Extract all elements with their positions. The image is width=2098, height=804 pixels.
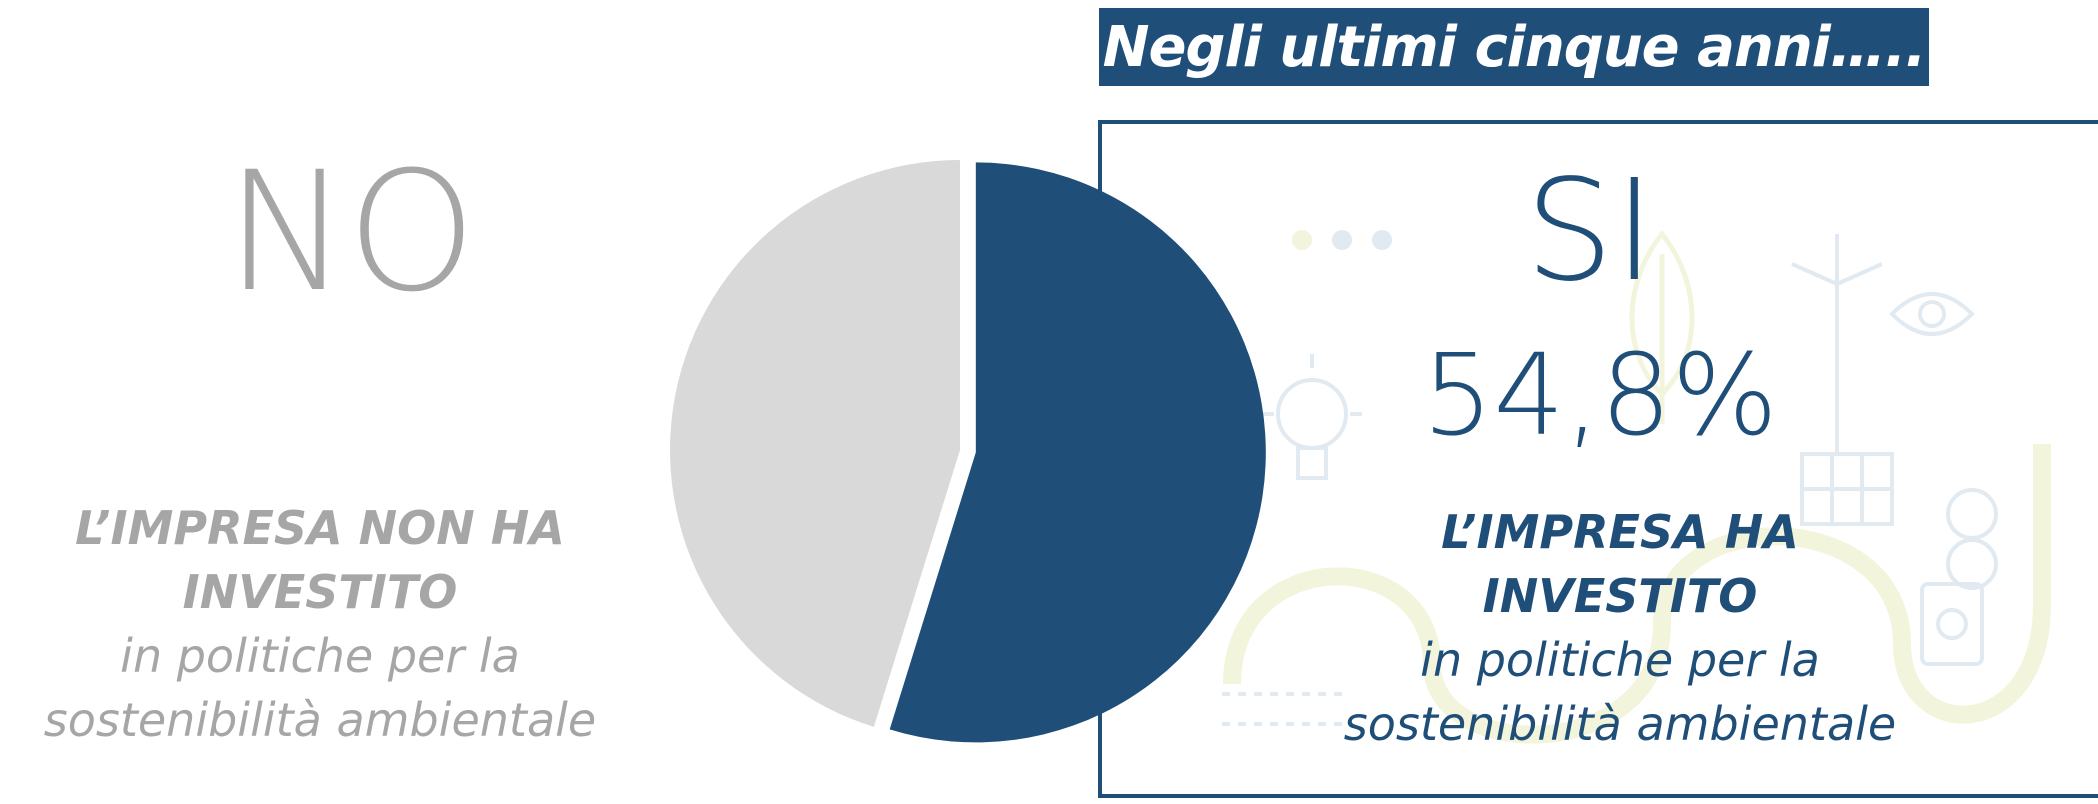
eye-icon — [1889, 292, 1975, 336]
no-caption-strong-line1: L’IMPRESA NON HA — [75, 501, 565, 555]
header-title: Negli ultimi cinque anni….. — [1102, 14, 1927, 80]
recycle-icon — [1920, 582, 1984, 666]
winding-path — [1223, 444, 2051, 744]
si-caption-strong-line2: INVESTITO — [1482, 569, 1758, 623]
dot-icon — [1372, 230, 1392, 250]
no-caption-strong-line2: INVESTITO — [182, 565, 458, 619]
lightbulb-icon — [1262, 354, 1362, 480]
no-caption-line2: sostenibilità ambientale — [43, 693, 597, 747]
no-caption-line1: in politiche per la — [120, 629, 520, 683]
leaf-icon — [1629, 229, 1695, 424]
sustainability-illustration — [1222, 229, 2051, 744]
dot-icon — [1292, 230, 1312, 250]
header-bar: Negli ultimi cinque anni….. — [1099, 8, 1929, 86]
dashed-lines — [1222, 692, 1342, 726]
dot-icon — [1332, 230, 1352, 250]
si-caption-line1: in politiche per la — [1420, 633, 1820, 687]
si-label: SI — [1524, 150, 1656, 313]
solar-panel-icon — [1800, 452, 1894, 526]
pie-slice-no — [670, 159, 960, 727]
no-label: NO — [225, 136, 476, 328]
wind-turbine-icon — [1791, 234, 1883, 454]
si-value-label: 54,8% — [1422, 331, 1778, 461]
pie-chart — [670, 159, 1266, 743]
no-caption: L’IMPRESA NON HA INVESTITO in politiche … — [0, 496, 640, 752]
si-caption: L’IMPRESA HA INVESTITO in politiche per … — [1290, 500, 1950, 756]
si-caption-line2: sostenibilità ambientale — [1343, 697, 1897, 751]
bicycle-icon — [1946, 488, 1998, 590]
pie-slice-si — [889, 162, 1266, 743]
si-caption-strong-line1: L’IMPRESA HA — [1441, 505, 1799, 559]
